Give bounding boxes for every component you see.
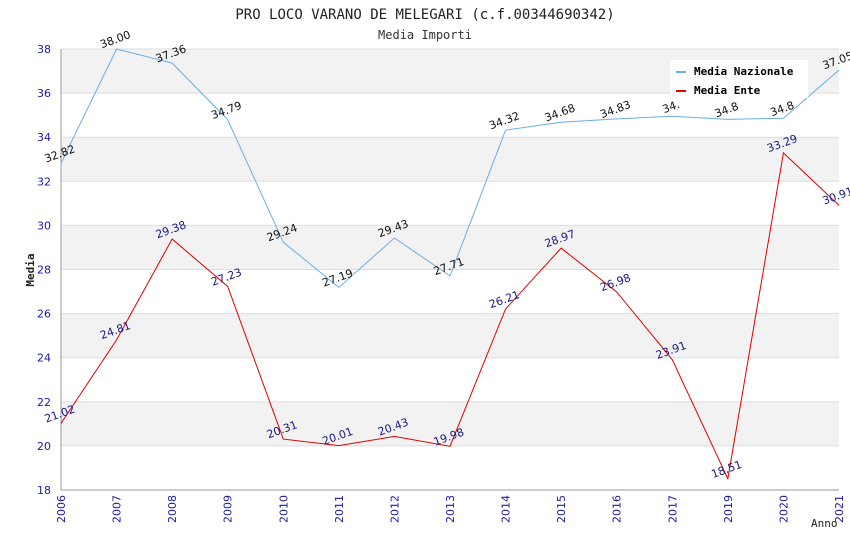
x-tick-label: 2006 [55, 495, 68, 523]
x-tick-label: 2020 [777, 495, 790, 523]
data-label-nazionale: 34.68 [543, 101, 577, 124]
y-tick-label: 28 [37, 264, 51, 277]
x-tick-label: 2016 [611, 495, 624, 523]
data-label-nazionale: 34.83 [598, 98, 632, 121]
legend-label-ente: Media Ente [694, 84, 761, 97]
y-tick-label: 20 [37, 440, 51, 453]
x-tick-label: 2013 [444, 495, 457, 523]
data-label-ente: 18.51 [710, 458, 744, 481]
y-tick-label: 26 [37, 308, 51, 321]
legend-box [670, 60, 808, 98]
axes [60, 49, 839, 491]
series-lines [60, 48, 840, 481]
y-axis-label: Media [24, 253, 37, 286]
data-label-ente: 26.21 [487, 288, 521, 311]
data-label-ente: 30.91 [821, 185, 850, 208]
y-tick-labels: 18 20 22 24 26 28 30 32 34 36 38 [37, 43, 51, 497]
y-tick-label: 38 [37, 43, 51, 56]
grid-band [61, 137, 839, 182]
chart-subtitle: Media Importi [378, 28, 472, 42]
grid-band [61, 313, 839, 358]
data-label-nazionale: 34.8 [713, 100, 740, 121]
x-tick-label: 2012 [388, 495, 401, 523]
legend: Media Nazionale Media Ente [670, 60, 808, 98]
y-tick-label: 22 [37, 396, 51, 409]
x-tick-label: 2021 [833, 495, 846, 523]
x-tick-label: 2019 [722, 495, 735, 523]
y-tick-label: 36 [37, 87, 51, 100]
y-tick-label: 24 [37, 352, 51, 365]
x-tick-labels: 2006 2007 2008 2009 2010 2011 2012 2013 2014 2015… [55, 495, 846, 523]
grid-band [61, 225, 839, 270]
x-tick-label: 2008 [166, 495, 179, 523]
grid-bands [61, 49, 839, 446]
x-tick-label: 2009 [222, 495, 235, 523]
x-axis-label: Anno [811, 517, 838, 530]
y-tick-label: 30 [37, 219, 51, 232]
series-line-nazionale [60, 48, 840, 289]
x-tick-label: 2015 [555, 495, 568, 523]
y-tick-label: 34 [37, 131, 51, 144]
data-label-nazionale: 34. [661, 98, 682, 116]
data-label-nazionale: 38.00 [98, 28, 132, 51]
x-tick-label: 2007 [111, 495, 124, 523]
y-tick-label: 18 [37, 484, 51, 497]
legend-label-nazionale: Media Nazionale [694, 65, 794, 78]
x-tick-label: 2014 [500, 495, 513, 523]
series-line-ente [60, 151, 840, 481]
data-label-nazionale: 34.8 [768, 99, 795, 120]
x-tick-label: 2011 [333, 495, 346, 523]
chart-title: PRO LOCO VARANO DE MELEGARI (c.f.0034469… [235, 7, 614, 23]
y-tick-label: 32 [37, 175, 51, 188]
x-tick-label: 2017 [666, 495, 679, 523]
x-tick-label: 2010 [277, 495, 290, 523]
